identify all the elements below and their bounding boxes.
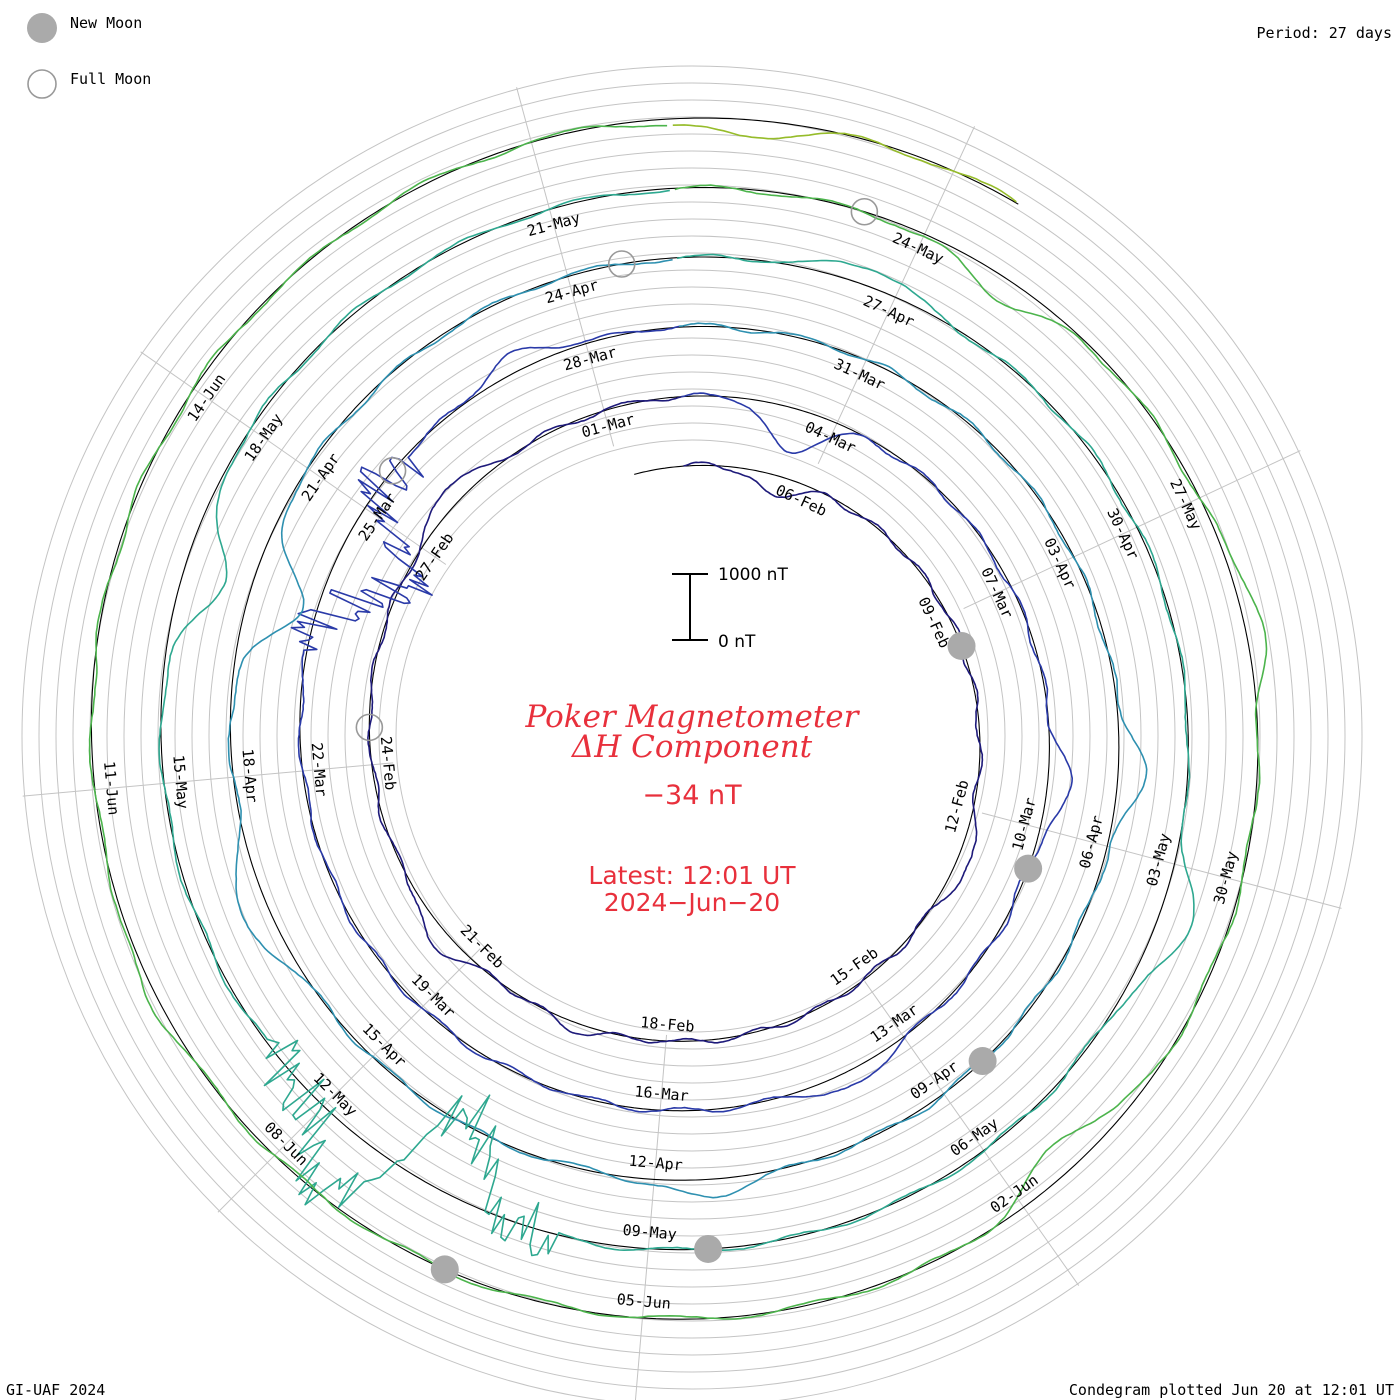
date-label: 04-Mar — [802, 418, 859, 457]
date-label: 27-May — [1166, 476, 1205, 533]
date-label: 01-Mar — [580, 410, 637, 441]
grid-ring — [21, 65, 1363, 1400]
day-spoke — [140, 351, 447, 565]
legend: New Moon Full Moon — [27, 13, 151, 99]
footer-plot-time: Condegram plotted Jun 20 at 12:01 UT — [1069, 1381, 1394, 1399]
date-label: 07-Mar — [977, 565, 1016, 622]
grid-ring — [123, 167, 1261, 1305]
date-label: 05-Jun — [616, 1290, 672, 1313]
full-moon-marker — [850, 197, 879, 226]
new-moon-marker — [430, 1255, 459, 1284]
new-moon-marker — [1014, 854, 1043, 883]
date-label: 16-Mar — [634, 1082, 690, 1105]
moon-markers — [355, 197, 1043, 1284]
grid-ring — [157, 201, 1227, 1271]
chart-title-block: Poker Magnetometer ΔH Component −34 nT L… — [525, 699, 861, 917]
date-label: 28-Mar — [561, 343, 618, 374]
date-label: 03-Apr — [1040, 535, 1079, 592]
day-spoke — [634, 1034, 668, 1400]
latest-date: 2024−Jun−20 — [604, 888, 780, 917]
new-moon-marker — [947, 631, 976, 660]
date-label: 06-Feb — [773, 481, 830, 520]
footer-credit: GI-UAF 2024 — [6, 1381, 105, 1399]
date-label: 03-May — [1143, 831, 1174, 888]
date-label: 30-Apr — [1103, 506, 1142, 563]
series-line-rotation-1 — [367, 396, 984, 1044]
date-label: 10-Mar — [1008, 796, 1039, 853]
grid-ring — [327, 371, 1057, 1101]
date-label: 12-Feb — [941, 778, 972, 835]
day-spoke — [516, 87, 615, 447]
date-label: 24-Feb — [377, 735, 400, 791]
zero-reference-line — [90, 117, 1259, 1320]
date-label: 09-May — [622, 1221, 678, 1244]
grid-ring — [208, 252, 1176, 1220]
full-moon-legend-label: Full Moon — [70, 70, 151, 88]
grid-ring — [242, 286, 1142, 1186]
day-spoke — [864, 981, 1080, 1286]
date-label: 18-May — [241, 410, 287, 465]
grid-ring — [276, 320, 1108, 1152]
date-label: 11-Jun — [100, 760, 123, 816]
grid-ring — [174, 218, 1210, 1254]
date-label: 12-Apr — [628, 1152, 684, 1175]
new-moon-marker — [968, 1047, 997, 1076]
chart-title-line1: Poker Magnetometer — [525, 699, 861, 735]
grid-ring — [395, 439, 989, 1033]
grid-ring — [72, 116, 1312, 1356]
grid-ring — [259, 303, 1125, 1169]
day-spoke — [963, 450, 1301, 610]
grid-ring — [38, 82, 1346, 1390]
date-label: 27-Apr — [860, 292, 917, 331]
grid-ring — [55, 99, 1329, 1373]
date-label: 13-Mar — [867, 1000, 922, 1046]
grid-ring — [106, 150, 1278, 1322]
grid-ring — [344, 388, 1040, 1084]
date-label: 02-Jun — [987, 1171, 1042, 1217]
day-spoke — [22, 762, 394, 797]
period-label: Period: 27 days — [1257, 24, 1392, 42]
day-spoke — [817, 126, 976, 465]
full-moon-marker — [607, 250, 636, 278]
date-label: 18-Apr — [238, 748, 261, 804]
latest-time: Latest: 12:01 UT — [588, 861, 796, 890]
series-line-rotation-6 — [672, 124, 1017, 203]
grid-ring — [225, 269, 1159, 1203]
date-label: 15-May — [169, 754, 192, 810]
full-moon-marker — [378, 456, 407, 485]
date-label: 18-Feb — [640, 1013, 696, 1036]
date-label: 25-Mar — [355, 490, 401, 545]
date-label: 09-Feb — [914, 594, 953, 651]
full-moon-icon — [27, 69, 57, 99]
series-line-rotation-2 — [290, 325, 1073, 1113]
new-moon-marker — [694, 1234, 723, 1263]
chart-title-line2: ΔH Component — [571, 729, 813, 765]
date-label: 22-Mar — [308, 742, 331, 798]
grid-ring — [293, 337, 1091, 1135]
day-spoke — [981, 812, 1342, 909]
series-line-rotation-5 — [88, 124, 1268, 1320]
date-label: 31-Mar — [831, 355, 888, 394]
chart-grid — [21, 65, 1363, 1400]
grid-ring — [310, 354, 1074, 1118]
grid-ring — [140, 184, 1244, 1288]
date-label: 21-May — [525, 209, 582, 240]
day-spoke — [217, 948, 481, 1213]
grid-ring — [191, 235, 1193, 1237]
series-line-rotation-3 — [227, 258, 1148, 1199]
grid-ring — [361, 405, 1023, 1067]
day-spokes — [22, 87, 1342, 1400]
scale-bar: 1000 nT 0 nT — [672, 565, 788, 652]
date-label: 15-Feb — [827, 944, 882, 990]
full-moon-marker — [355, 713, 384, 742]
new-moon-legend-label: New Moon — [70, 14, 142, 32]
zero-reference-spiral — [90, 117, 1259, 1320]
date-label: 24-Apr — [543, 276, 600, 307]
current-value: −34 nT — [642, 780, 742, 811]
scale-bar-top-label: 1000 nT — [718, 565, 788, 585]
scale-bar-bottom-label: 0 nT — [718, 632, 756, 652]
new-moon-icon — [27, 13, 57, 43]
